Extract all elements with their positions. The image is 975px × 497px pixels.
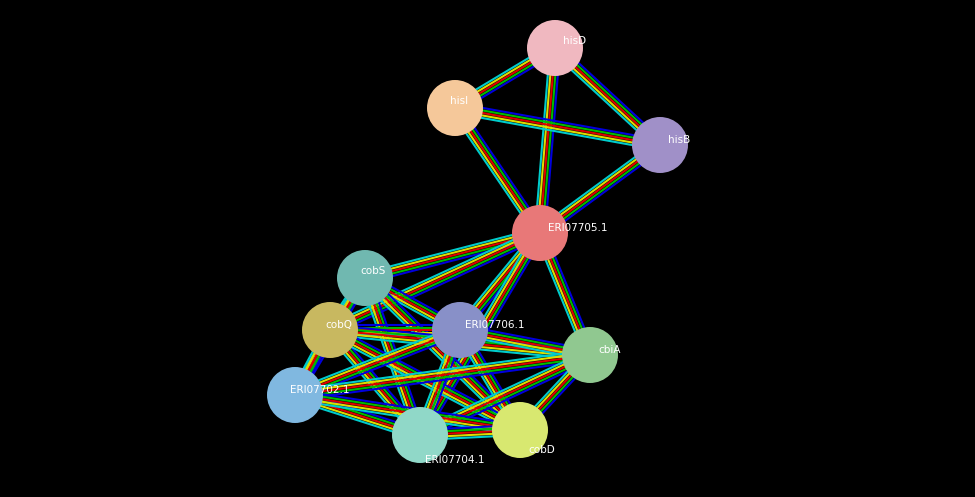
Text: hisI: hisI — [450, 96, 468, 106]
Text: cobD: cobD — [528, 445, 555, 455]
Text: cbiA: cbiA — [598, 345, 620, 355]
Text: cobS: cobS — [360, 266, 385, 276]
Text: ERI07706.1: ERI07706.1 — [465, 320, 525, 330]
Text: hisD: hisD — [563, 36, 586, 46]
Ellipse shape — [267, 367, 323, 423]
Text: hisB: hisB — [668, 135, 690, 145]
Text: ERI07704.1: ERI07704.1 — [425, 455, 485, 465]
Ellipse shape — [632, 117, 688, 173]
Ellipse shape — [527, 20, 583, 76]
Ellipse shape — [302, 302, 358, 358]
Ellipse shape — [512, 205, 568, 261]
Ellipse shape — [337, 250, 393, 306]
Ellipse shape — [492, 402, 548, 458]
Text: ERI07705.1: ERI07705.1 — [548, 223, 607, 233]
Ellipse shape — [432, 302, 488, 358]
Text: cobQ: cobQ — [325, 320, 352, 330]
Ellipse shape — [392, 407, 448, 463]
Text: ERI07702.1: ERI07702.1 — [290, 385, 349, 395]
Ellipse shape — [427, 80, 483, 136]
Ellipse shape — [562, 327, 618, 383]
